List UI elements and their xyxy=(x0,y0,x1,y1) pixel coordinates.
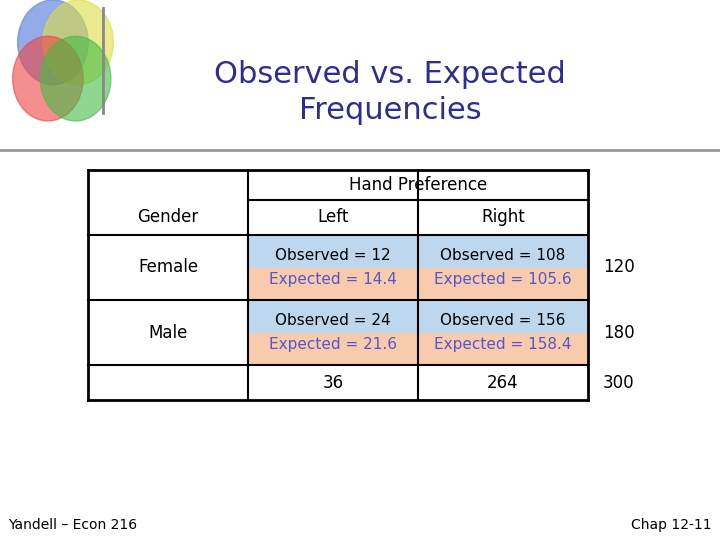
Text: Gender: Gender xyxy=(138,208,199,226)
Text: Expected = 14.4: Expected = 14.4 xyxy=(269,272,397,287)
Bar xyxy=(248,300,418,333)
Text: Expected = 21.6: Expected = 21.6 xyxy=(269,337,397,352)
Text: 36: 36 xyxy=(323,374,343,391)
Circle shape xyxy=(40,36,111,121)
Text: Expected = 105.6: Expected = 105.6 xyxy=(434,272,572,287)
Circle shape xyxy=(12,36,84,121)
Text: Right: Right xyxy=(481,208,525,226)
Text: 180: 180 xyxy=(603,323,635,341)
Text: 264: 264 xyxy=(487,374,519,391)
Text: Observed = 12: Observed = 12 xyxy=(275,248,391,263)
Bar xyxy=(418,235,588,267)
Bar xyxy=(248,235,418,267)
Text: Male: Male xyxy=(148,323,188,341)
Text: Yandell – Econ 216: Yandell – Econ 216 xyxy=(8,518,137,532)
Circle shape xyxy=(42,0,114,85)
Bar xyxy=(248,333,418,365)
Text: Observed = 108: Observed = 108 xyxy=(441,248,566,263)
Circle shape xyxy=(17,0,88,85)
Bar xyxy=(418,267,588,300)
Bar xyxy=(248,267,418,300)
Text: Expected = 158.4: Expected = 158.4 xyxy=(434,337,572,352)
Bar xyxy=(418,300,588,333)
Text: 300: 300 xyxy=(603,374,635,391)
Text: Left: Left xyxy=(318,208,348,226)
Text: Female: Female xyxy=(138,259,198,276)
Text: Observed = 156: Observed = 156 xyxy=(441,313,566,328)
Text: 120: 120 xyxy=(603,259,635,276)
Text: Observed = 24: Observed = 24 xyxy=(275,313,391,328)
Text: Observed vs. Expected
Frequencies: Observed vs. Expected Frequencies xyxy=(214,60,566,125)
Text: Chap 12-11: Chap 12-11 xyxy=(631,518,712,532)
Text: Hand Preference: Hand Preference xyxy=(349,176,487,194)
Bar xyxy=(418,333,588,365)
